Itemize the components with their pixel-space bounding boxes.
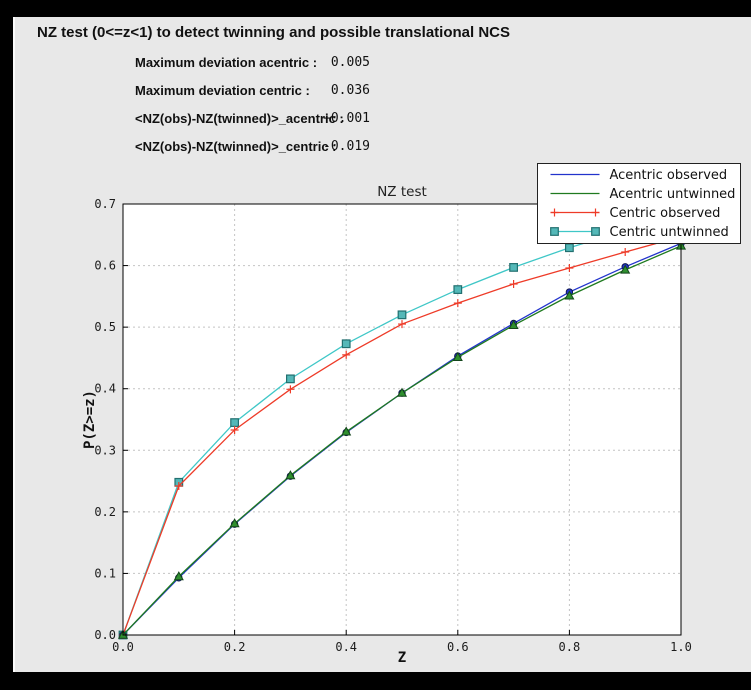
x-tick-label: 0.4	[335, 640, 357, 654]
marker-acentric-untwinned	[229, 518, 240, 528]
marker-centric-observed	[174, 481, 183, 490]
y-tick-label: 0.7	[94, 197, 116, 211]
marker-centric-observed	[398, 320, 406, 329]
stat-row: Maximum deviation centric : 0.036	[0, 83, 751, 101]
stat-value: +0.001	[323, 111, 370, 126]
marker-centric-untwinned	[564, 243, 574, 253]
legend-label-centric-observed: Centric observed	[610, 206, 721, 221]
marker-acentric-untwinned	[341, 426, 352, 436]
marker-centric-untwinned	[286, 374, 295, 384]
legend-label-centric-untwinned: Centric untwinned	[610, 225, 729, 240]
marker-centric-observed	[565, 264, 574, 273]
y-tick-label: 0.0	[94, 628, 116, 642]
stat-label: Maximum deviation centric :	[135, 83, 310, 98]
y-axis-label: P(Z>=z)	[82, 390, 98, 449]
marker-acentric-untwinned	[173, 571, 184, 581]
stat-value: -0.019	[323, 139, 370, 154]
stat-value: 0.036	[330, 83, 370, 98]
y-tick-label: 0.2	[94, 505, 116, 519]
y-tick-label: 0.1	[94, 566, 116, 580]
marker-acentric-untwinned	[285, 470, 296, 480]
x-tick-label: 0.2	[224, 640, 246, 654]
chart-title: NZ test	[377, 184, 427, 200]
x-tick-label: 1.0	[670, 640, 692, 654]
y-tick-label: 0.3	[94, 443, 116, 457]
marker-centric-observed	[621, 248, 630, 257]
y-tick-label: 0.4	[94, 382, 116, 396]
marker-acentric-untwinned	[396, 387, 408, 397]
x-tick-label: 0.0	[112, 640, 134, 654]
marker-centric-untwinned	[591, 227, 600, 236]
marker-centric-observed	[591, 208, 600, 217]
marker-acentric-untwinned	[452, 351, 463, 362]
marker-centric-untwinned	[453, 285, 463, 294]
x-tick-label: 0.8	[559, 640, 581, 654]
marker-centric-untwinned	[230, 418, 240, 427]
marker-centric-observed	[453, 299, 462, 308]
marker-centric-observed	[509, 280, 518, 289]
x-axis-label: Z	[398, 650, 406, 666]
stat-label: <NZ(obs)-NZ(twinned)>_acentric :	[135, 111, 344, 126]
stat-label: Maximum deviation acentric :	[135, 55, 318, 70]
stat-label: <NZ(obs)-NZ(twinned)>_centric :	[135, 139, 337, 154]
x-tick-label: 0.6	[447, 640, 469, 654]
stat-row: <NZ(obs)-NZ(twinned)>_acentric : +0.001	[0, 111, 751, 129]
marker-centric-untwinned	[341, 339, 351, 349]
marker-centric-observed	[550, 208, 559, 217]
marker-centric-observed	[286, 385, 295, 394]
y-tick-label: 0.6	[94, 259, 116, 273]
marker-acentric-untwinned	[508, 319, 519, 329]
y-tick-label: 0.5	[94, 320, 116, 334]
page-title: NZ test (0<=z<1) to detect twinning and …	[37, 24, 510, 41]
marker-centric-observed	[342, 350, 351, 359]
stat-row: Maximum deviation acentric : 0.005	[0, 55, 751, 73]
stat-row: <NZ(obs)-NZ(twinned)>_centric : -0.019	[0, 139, 751, 157]
marker-centric-untwinned	[397, 310, 407, 320]
marker-acentric-untwinned	[564, 290, 575, 300]
legend-label-acentric-observed: Acentric observed	[610, 168, 728, 183]
stat-value: 0.005	[330, 55, 370, 70]
plot-area	[123, 204, 681, 635]
marker-acentric-untwinned	[620, 264, 631, 274]
marker-centric-untwinned	[509, 263, 518, 272]
marker-centric-untwinned	[550, 227, 559, 236]
marker-centric-observed	[230, 425, 239, 434]
plot-frame	[122, 203, 682, 636]
legend-box	[537, 163, 741, 244]
legend-label-acentric-untwinned: Acentric untwinned	[610, 187, 736, 202]
